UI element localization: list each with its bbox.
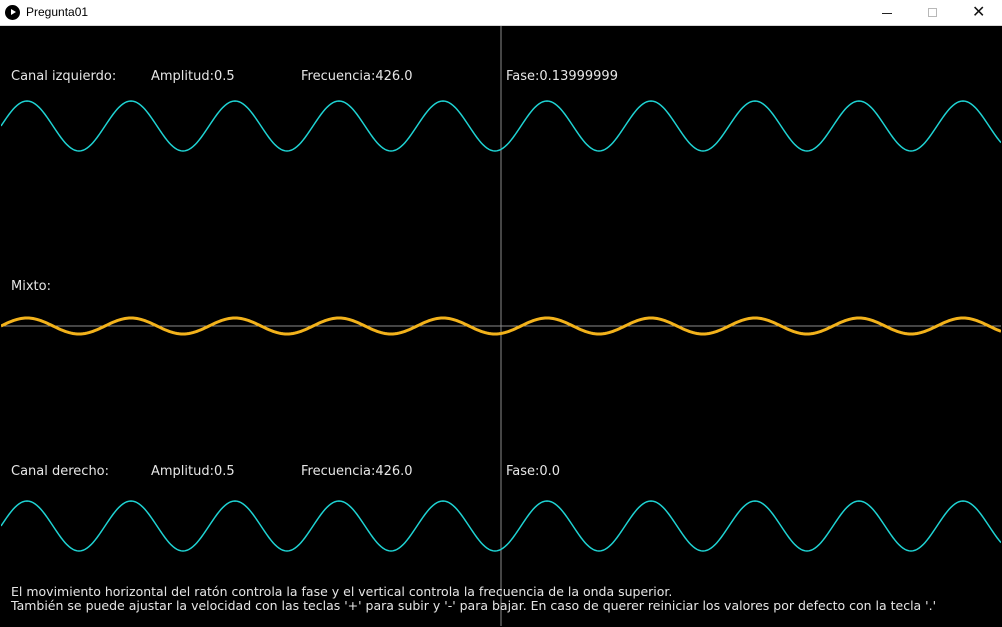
close-button[interactable]: ✕	[956, 0, 1002, 26]
instructions-line-1: El movimiento horizontal del ratón contr…	[11, 584, 673, 599]
left-channel-label: Canal izquierdo:	[11, 69, 117, 84]
window-title: Pregunta01	[26, 5, 89, 19]
title-bar[interactable]: Pregunta01 ✕	[0, 0, 1002, 26]
left-phase: Fase:0.13999999	[506, 69, 618, 84]
close-icon: ✕	[972, 2, 986, 21]
play-icon	[5, 5, 20, 20]
sketch-canvas[interactable]: Canal izquierdo: Amplitud:0.5 Frecuencia…	[1, 26, 1001, 626]
right-channel-wave	[1, 500, 1001, 552]
left-amplitude: Amplitud:0.5	[151, 69, 235, 84]
mix-label: Mixto:	[11, 279, 51, 294]
right-frequency: Frecuencia:426.0	[301, 464, 413, 479]
right-phase: Fase:0.0	[506, 464, 561, 479]
right-channel-label: Canal derecho:	[11, 464, 110, 479]
minimize-button[interactable]	[864, 0, 910, 26]
maximize-icon	[928, 8, 937, 17]
mix-wave	[1, 316, 1001, 336]
left-channel-wave	[1, 100, 1001, 152]
minimize-icon	[882, 13, 892, 14]
left-frequency: Frecuencia:426.0	[301, 69, 413, 84]
right-amplitude: Amplitud:0.5	[151, 464, 235, 479]
instructions-line-2: También se puede ajustar la velocidad co…	[11, 598, 937, 613]
maximize-button[interactable]	[910, 0, 956, 26]
waveform-display	[1, 26, 1001, 626]
